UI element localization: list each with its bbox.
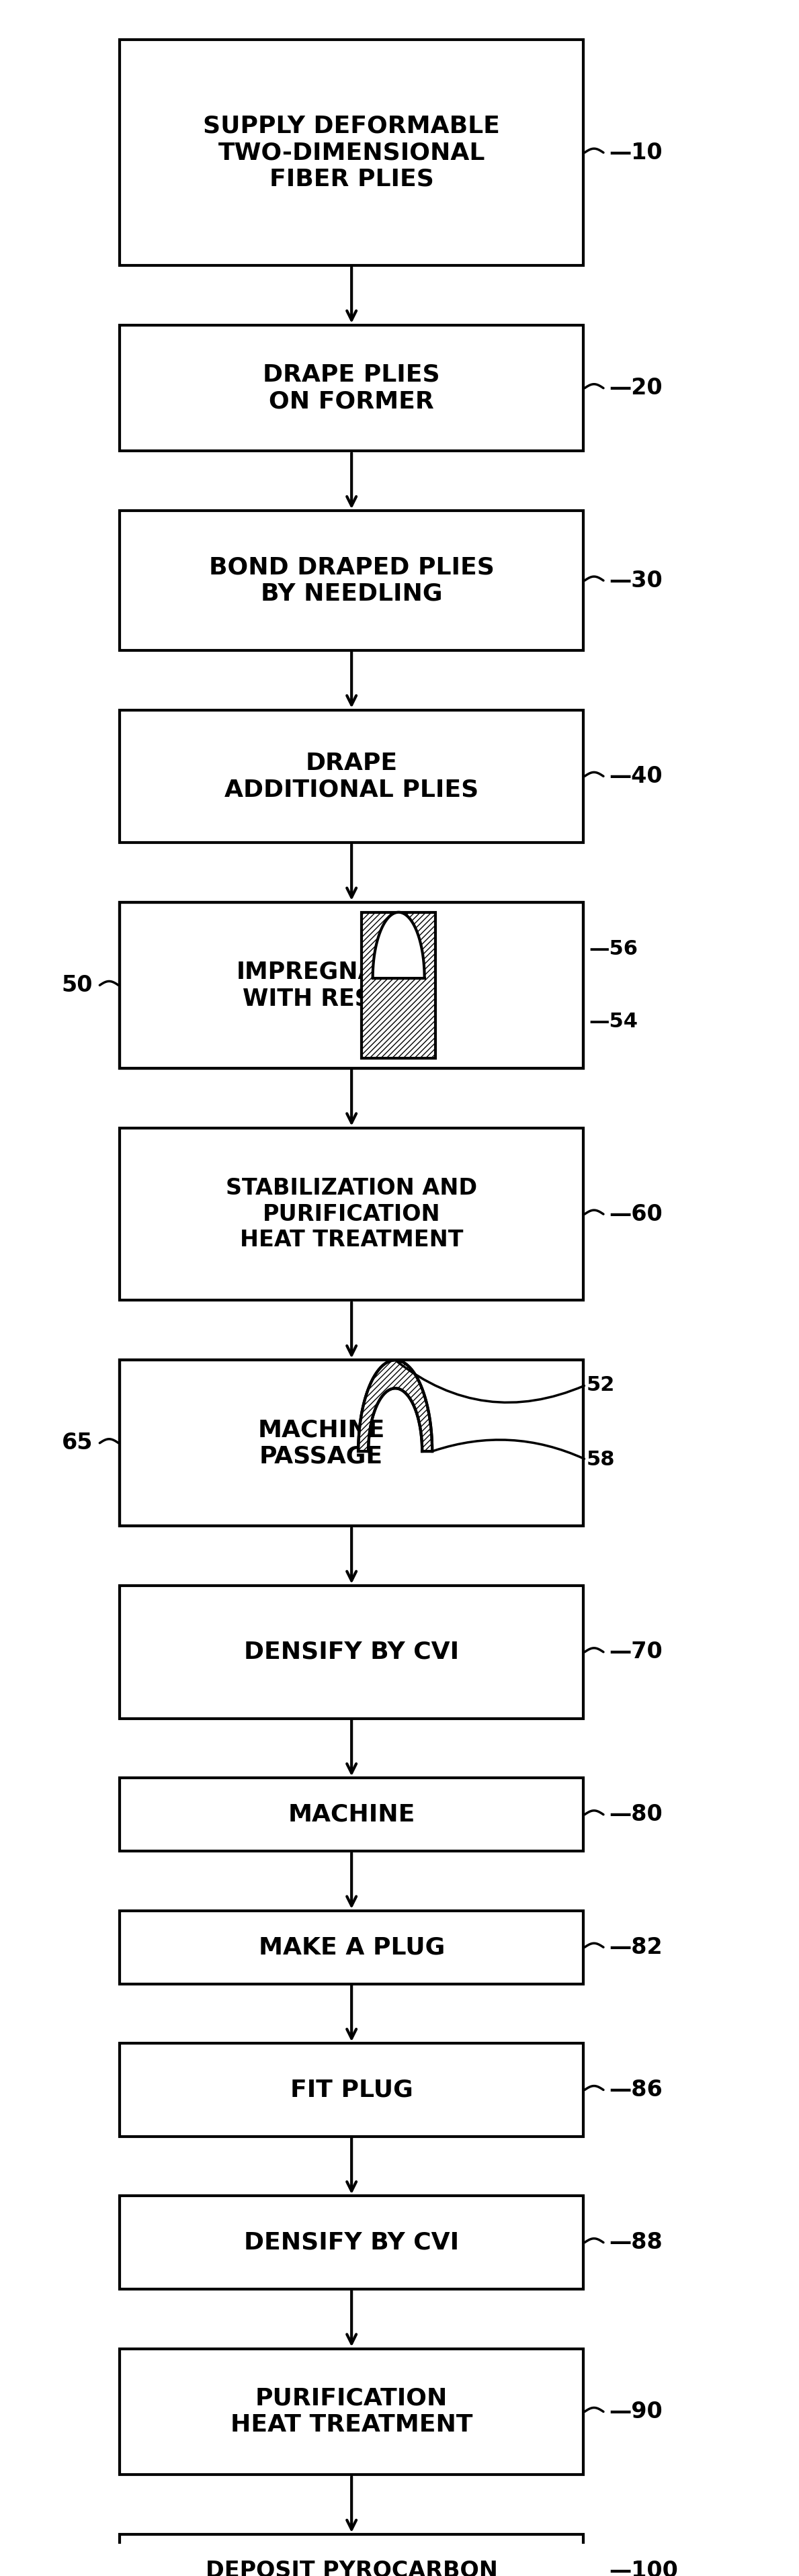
Text: —100: —100 [609, 2561, 678, 2576]
Bar [362, 912, 435, 1059]
Text: —30: —30 [609, 569, 662, 592]
Bar [120, 1360, 583, 1525]
Text: STABILIZATION AND
PURIFICATION
HEAT TREATMENT: STABILIZATION AND PURIFICATION HEAT TREA… [226, 1177, 477, 1252]
Bar [120, 902, 583, 1069]
Bar [120, 711, 583, 842]
Polygon shape [358, 1360, 432, 1450]
Text: 52: 52 [586, 1376, 615, 1394]
Text: —60: —60 [609, 1203, 662, 1226]
Text: —54: —54 [589, 1012, 638, 1030]
Text: —82: —82 [609, 1937, 662, 1958]
Text: 58: 58 [586, 1450, 615, 1468]
Text: PURIFICATION
HEAT TREATMENT: PURIFICATION HEAT TREATMENT [230, 2388, 473, 2437]
Text: FIT PLUG: FIT PLUG [290, 2079, 413, 2102]
Bar [120, 39, 583, 265]
Text: DEPOSIT PYROCARBON: DEPOSIT PYROCARBON [205, 2561, 498, 2576]
Bar [120, 1360, 583, 1525]
Text: —80: —80 [609, 1803, 662, 1826]
Text: —70: —70 [609, 1641, 662, 1664]
Text: BOND DRAPED PLIES
BY NEEDLING: BOND DRAPED PLIES BY NEEDLING [209, 556, 495, 605]
Text: 50: 50 [62, 974, 93, 997]
Text: —90: —90 [609, 2401, 662, 2424]
Text: MACHINE: MACHINE [288, 1803, 415, 1826]
Bar [120, 1128, 583, 1301]
Text: —56: —56 [589, 940, 638, 958]
Bar [120, 2535, 583, 2576]
Text: DENSIFY BY CVI: DENSIFY BY CVI [244, 2231, 459, 2254]
Bar [120, 325, 583, 451]
Text: MACHINE
PASSAGE: MACHINE PASSAGE [258, 1419, 385, 1468]
Bar [120, 2197, 583, 2290]
Bar [120, 2043, 583, 2136]
Text: IMPREGNATE
WITH RESIN: IMPREGNATE WITH RESIN [237, 961, 407, 1010]
Text: DRAPE PLIES
ON FORMER: DRAPE PLIES ON FORMER [263, 363, 440, 412]
Bar [120, 1911, 583, 1984]
Text: DRAPE
ADDITIONAL PLIES: DRAPE ADDITIONAL PLIES [225, 752, 479, 801]
Bar [120, 1587, 583, 1718]
Text: 65: 65 [62, 1432, 93, 1453]
Bar [120, 2349, 583, 2476]
Text: —40: —40 [609, 765, 662, 788]
Bar [120, 902, 583, 1069]
Text: —86: —86 [609, 2079, 662, 2102]
Bar [120, 510, 583, 649]
Text: MAKE A PLUG: MAKE A PLUG [258, 1935, 445, 1958]
Text: —20: —20 [609, 376, 662, 399]
Text: DENSIFY BY CVI: DENSIFY BY CVI [244, 1641, 459, 1664]
Text: —88: —88 [609, 2231, 662, 2254]
Bar [120, 1777, 583, 1852]
Text: —10: —10 [609, 142, 662, 165]
Polygon shape [372, 912, 424, 979]
Text: SUPPLY DEFORMABLE
TWO-DIMENSIONAL
FIBER PLIES: SUPPLY DEFORMABLE TWO-DIMENSIONAL FIBER … [203, 116, 500, 191]
